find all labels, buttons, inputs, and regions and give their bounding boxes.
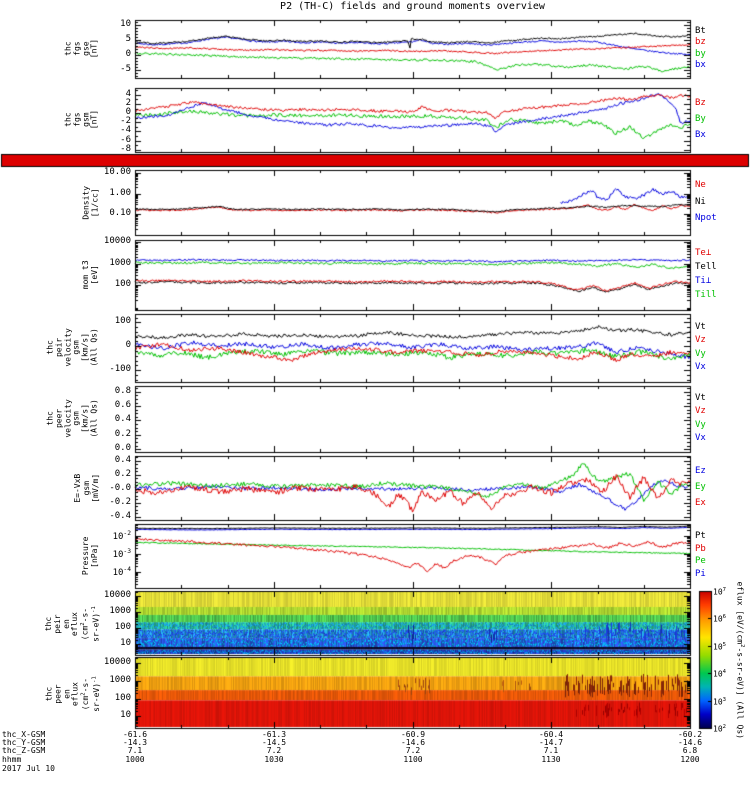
plot-title: P2 (TH-C) fields and ground moments over… [280, 1, 545, 12]
